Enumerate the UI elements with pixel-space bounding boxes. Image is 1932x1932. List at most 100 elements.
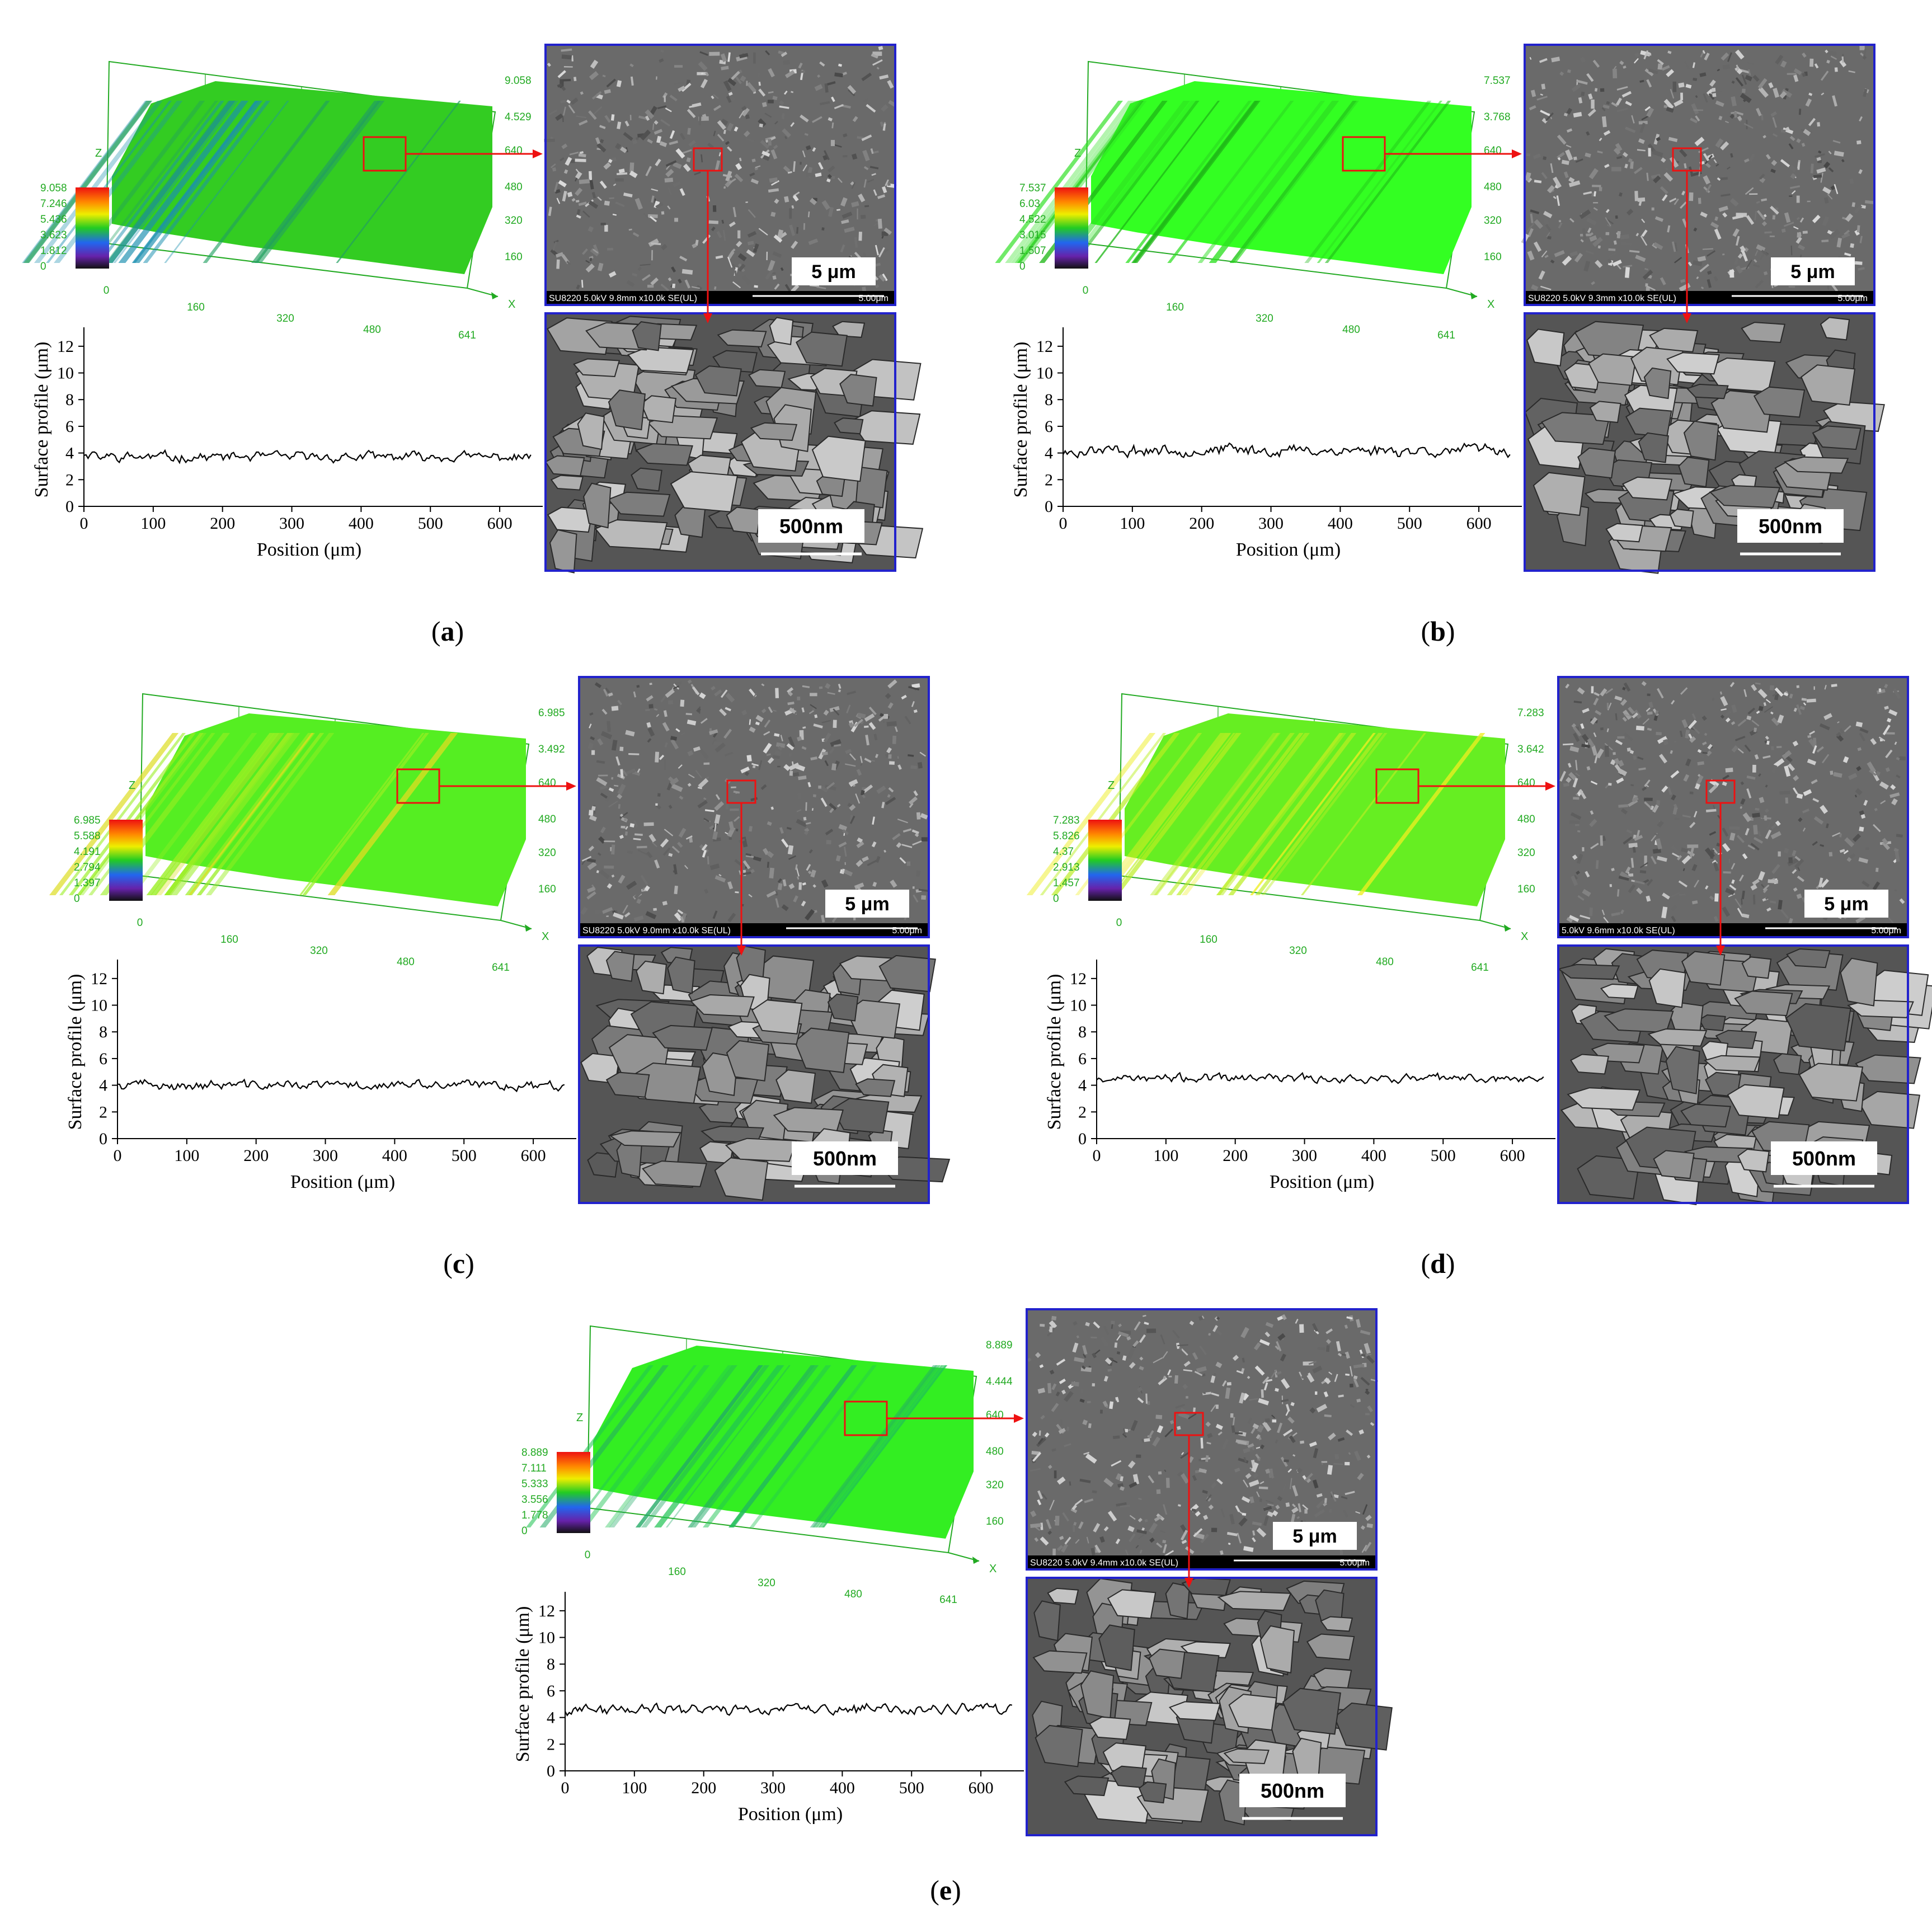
sem-texture-grain xyxy=(783,90,788,95)
sem-texture-grain xyxy=(777,765,781,768)
sem-texture-grain xyxy=(1646,707,1651,712)
sem-texture-grain xyxy=(598,836,606,844)
sem-texture-grain xyxy=(1745,828,1750,836)
surface-streak xyxy=(143,101,271,263)
sem-texture-grain xyxy=(806,172,815,177)
sem-texture-grain xyxy=(679,256,688,262)
sem-texture-grain xyxy=(1141,1527,1145,1531)
sem-texture-grain xyxy=(1765,154,1771,160)
sem-texture-grain xyxy=(864,713,875,722)
sem-texture-grain xyxy=(1087,1400,1091,1404)
sem-texture-grain xyxy=(1865,200,1875,205)
x-tick-label: 320 xyxy=(1256,313,1273,325)
sem-texture-grain xyxy=(1073,1521,1077,1526)
sem-texture-grain xyxy=(912,840,923,846)
sem-texture-grain xyxy=(1674,257,1682,264)
sem-texture-grain xyxy=(1531,284,1539,291)
sem-texture-grain xyxy=(1689,821,1696,829)
sem-texture-grain xyxy=(737,253,747,262)
sem-texture-grain xyxy=(1677,855,1682,861)
crystal-grain xyxy=(1666,352,1720,375)
crystal-grain xyxy=(1653,1150,1695,1179)
sem-texture-grain xyxy=(779,105,789,109)
sem-texture-grain xyxy=(1624,713,1635,718)
sem-texture-grain xyxy=(1324,1414,1332,1418)
sem-texture-grain xyxy=(1859,236,1863,243)
sem-texture-grain xyxy=(1822,754,1830,764)
sem-texture-grain xyxy=(915,870,921,877)
sem-texture-grain xyxy=(842,211,853,219)
sem-texture-grain xyxy=(628,753,640,755)
sem-texture-grain xyxy=(1616,231,1621,239)
sem-texture-grain xyxy=(1618,876,1629,881)
y-tick-label: 8 xyxy=(65,391,74,409)
sem-texture-grain xyxy=(664,177,674,183)
sem-texture-grain xyxy=(911,683,920,689)
sem-texture-grain xyxy=(1234,1432,1243,1435)
sem-texture-grain xyxy=(597,738,604,746)
sem-texture-grain xyxy=(702,114,708,120)
sem-texture-grain xyxy=(1183,1361,1191,1367)
sem-texture-grain xyxy=(702,849,707,858)
sem-texture-grain xyxy=(1058,1428,1066,1434)
sem-texture-grain xyxy=(1754,210,1757,220)
sem-texture-grain xyxy=(802,882,806,886)
sem-texture-grain xyxy=(1571,723,1577,728)
sem-texture-grain xyxy=(1663,172,1674,182)
y-tick-label: 10 xyxy=(57,364,74,383)
sem-texture-grain xyxy=(1529,57,1532,60)
crystal-grain xyxy=(605,951,635,982)
sem-texture-grain xyxy=(1251,1462,1259,1473)
sem-texture-grain xyxy=(1159,1530,1166,1534)
crystal-grain xyxy=(607,491,671,517)
sem-texture-grain xyxy=(651,242,661,246)
sem-texture-grain xyxy=(802,726,806,729)
sem-texture-grain xyxy=(587,886,596,893)
sem-texture-grain xyxy=(836,803,841,808)
sem-texture-grain xyxy=(1820,172,1823,183)
sem-texture-grain xyxy=(1247,1443,1254,1449)
sem-texture-grain xyxy=(838,684,842,689)
sem-texture-grain xyxy=(604,115,611,123)
x-tick-label: 300 xyxy=(1258,514,1284,533)
sem-texture-grain xyxy=(1660,277,1666,285)
x-tick-label: 641 xyxy=(492,962,510,974)
sem-texture-grain xyxy=(742,860,751,869)
sem-texture-grain xyxy=(1867,761,1876,773)
sem-texture-grain xyxy=(1162,1544,1167,1554)
sem-texture-grain xyxy=(1836,237,1842,248)
sem-texture-grain xyxy=(1566,144,1572,148)
sem-texture-grain xyxy=(1049,1499,1055,1511)
sem-texture-grain xyxy=(557,83,562,88)
sem-texture-grain xyxy=(747,231,757,238)
sem-texture-grain xyxy=(838,842,847,848)
sem-texture-grain xyxy=(634,198,643,210)
sem-texture-grain xyxy=(1281,1399,1289,1403)
sem-texture-grain xyxy=(1623,65,1627,69)
sem-texture-grain xyxy=(872,51,882,56)
sem-texture-grain xyxy=(1605,217,1611,227)
sem-texture-grain xyxy=(1721,708,1727,711)
sem-texture-grain xyxy=(743,130,750,138)
x-tick-label: 300 xyxy=(313,1146,338,1165)
sem-texture-grain xyxy=(1232,1417,1235,1428)
sem-texture-grain xyxy=(1036,1437,1047,1447)
sem-texture-grain xyxy=(851,153,858,160)
x-tick-label: 320 xyxy=(758,1577,775,1589)
sem-texture-grain xyxy=(1891,798,1898,806)
sem-texture-grain xyxy=(1825,49,1828,54)
sem-texture-grain xyxy=(1568,772,1577,781)
sem-texture-grain xyxy=(1769,685,1774,691)
sem-texture-grain xyxy=(1785,797,1789,804)
scale-label-box xyxy=(792,257,876,285)
sem-texture-grain xyxy=(1828,852,1833,857)
sem-texture-grain xyxy=(665,160,677,167)
sem-texture-grain xyxy=(863,179,867,188)
sem-texture-grain xyxy=(801,900,806,907)
sem-texture-grain xyxy=(587,861,597,871)
sem-texture-grain xyxy=(1702,248,1713,250)
sem-texture-grain xyxy=(680,916,685,923)
sem-texture-grain xyxy=(714,160,720,172)
sem-texture-grain xyxy=(1182,1384,1188,1390)
sem-texture-grain xyxy=(687,720,697,726)
